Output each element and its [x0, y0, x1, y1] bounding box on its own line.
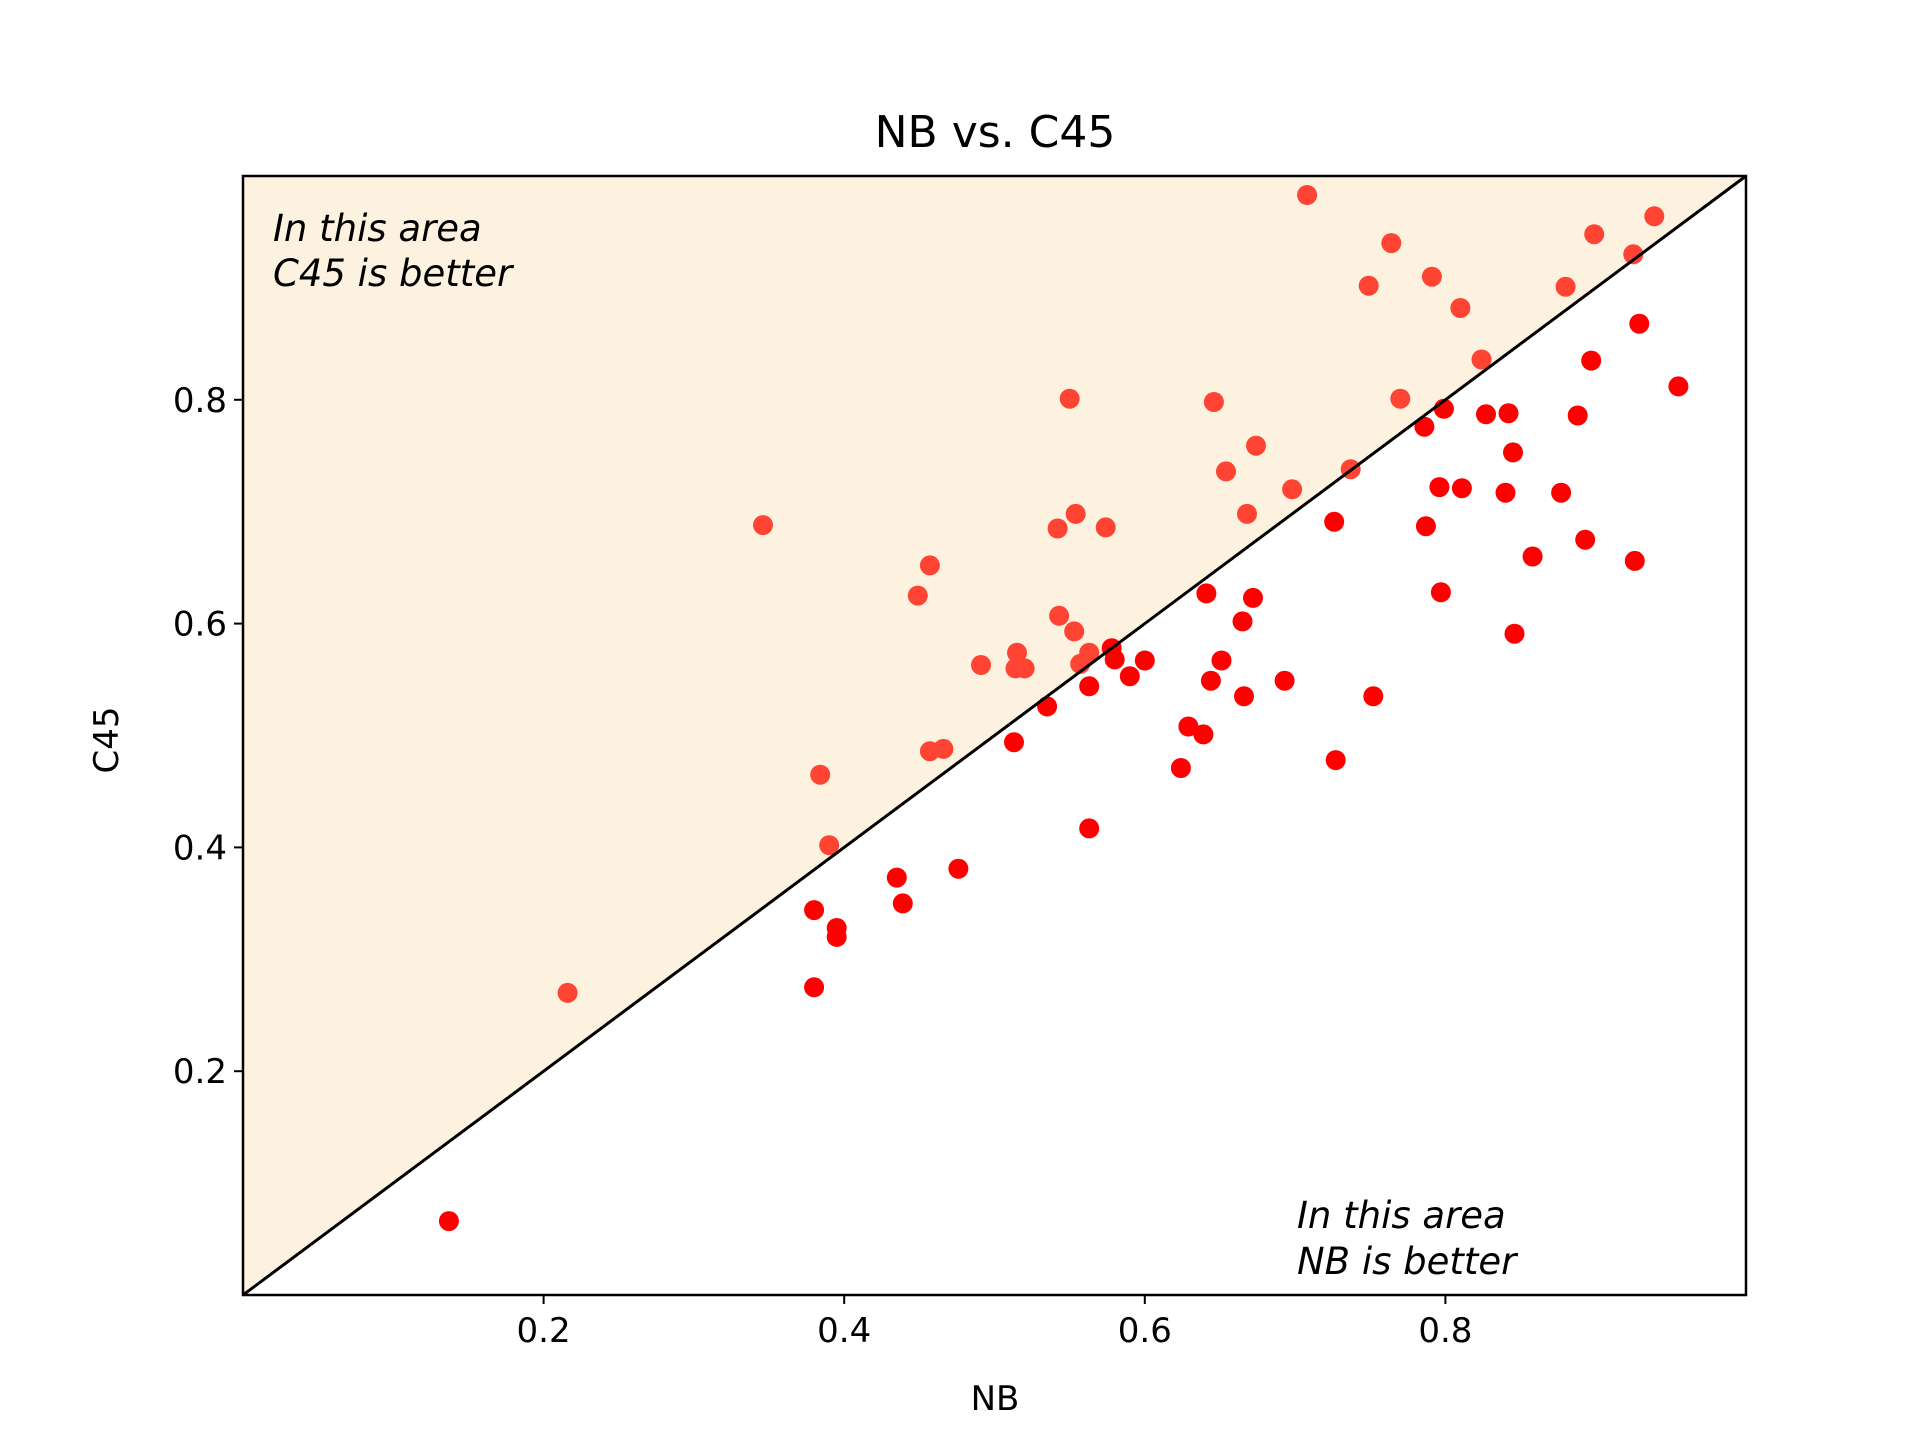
- data-point: [557, 982, 578, 1003]
- data-point: [804, 977, 825, 998]
- data-point: [1503, 442, 1523, 463]
- data-point: [1575, 529, 1596, 550]
- data-point: [1358, 275, 1379, 296]
- data-point: [1623, 244, 1644, 265]
- data-point: [1037, 696, 1058, 717]
- data-point: [1414, 416, 1435, 437]
- x-tick-label: 0.8: [1418, 1311, 1472, 1351]
- data-point: [1644, 206, 1665, 227]
- data-point: [1004, 732, 1024, 753]
- data-point: [1297, 185, 1318, 205]
- data-point: [438, 1211, 459, 1232]
- data-point: [1007, 642, 1027, 663]
- data-point: [753, 515, 773, 536]
- y-tick-label: 0.6: [173, 605, 227, 645]
- data-point: [1381, 233, 1402, 254]
- data-point: [1450, 298, 1471, 318]
- plot-frame: [241, 174, 1748, 1297]
- data-point: [1624, 550, 1645, 571]
- data-point: [1079, 642, 1100, 663]
- data-point: [819, 835, 840, 856]
- data-point: [1104, 649, 1125, 670]
- data-point: [1421, 266, 1442, 287]
- data-point: [1504, 623, 1525, 644]
- data-point: [1282, 479, 1303, 500]
- data-point: [933, 738, 954, 759]
- data-point: [1584, 224, 1605, 245]
- data-point: [1430, 582, 1451, 603]
- data-point: [1059, 388, 1080, 409]
- data-point: [1476, 404, 1496, 425]
- data-point: [1203, 392, 1224, 412]
- data-point: [1014, 658, 1035, 679]
- upper-annotation-line-1: In this area: [273, 207, 482, 250]
- data-point: [1049, 605, 1070, 626]
- x-tick-label: 0.2: [517, 1311, 571, 1351]
- data-point: [1555, 276, 1576, 297]
- data-point: [971, 655, 991, 675]
- data-point: [892, 893, 913, 914]
- data-point: [1047, 518, 1068, 539]
- data-point: [1211, 650, 1232, 671]
- data-point: [1522, 546, 1543, 567]
- data-point: [1095, 517, 1116, 538]
- data-point: [1196, 583, 1217, 604]
- data-point: [1134, 650, 1155, 671]
- data-point: [1581, 350, 1602, 371]
- data-point: [1324, 511, 1345, 532]
- y-axis-label: C45: [87, 706, 127, 773]
- chart-title: NB vs. C45: [875, 107, 1116, 158]
- y-tick-label: 0.2: [173, 1052, 227, 1092]
- x-axis-label: NB: [971, 1379, 1020, 1419]
- data-point: [1495, 482, 1516, 503]
- upper-annotation-line-2: C45 is better: [273, 252, 515, 295]
- data-point: [1629, 313, 1650, 334]
- lower-annotation-line-1: In this area: [1297, 1194, 1506, 1237]
- data-point: [1363, 686, 1384, 707]
- data-point: [1471, 349, 1492, 370]
- data-point: [1216, 461, 1236, 482]
- data-point: [826, 926, 847, 947]
- data-point: [1065, 503, 1086, 524]
- data-point: [1274, 670, 1295, 691]
- data-point: [804, 900, 825, 921]
- data-point: [1498, 403, 1519, 424]
- data-point: [1451, 478, 1472, 499]
- data-point: [1170, 758, 1191, 778]
- data-point: [1429, 477, 1450, 498]
- data-points: [438, 185, 1689, 1232]
- data-point: [1193, 724, 1214, 745]
- data-point: [1246, 435, 1266, 456]
- y-tick-label: 0.8: [173, 381, 227, 421]
- x-axis: 0.2 0.4 0.6 0.8: [517, 1295, 1472, 1351]
- data-point: [1390, 388, 1411, 409]
- data-point: [1415, 516, 1436, 537]
- data-point: [1237, 503, 1257, 524]
- data-point: [886, 867, 907, 888]
- data-point: [1243, 587, 1263, 608]
- data-point: [907, 585, 928, 606]
- data-point: [1119, 666, 1140, 687]
- data-point: [1234, 686, 1254, 707]
- lower-annotation-line-2: NB is better: [1297, 1240, 1519, 1283]
- y-tick-label: 0.4: [173, 828, 227, 868]
- x-tick-label: 0.4: [817, 1311, 871, 1351]
- data-point: [1567, 405, 1588, 426]
- data-point: [1178, 716, 1199, 737]
- data-point: [948, 858, 969, 879]
- data-point: [1232, 611, 1253, 632]
- data-point: [1079, 818, 1100, 839]
- data-point: [810, 764, 831, 785]
- data-point: [1200, 670, 1221, 691]
- data-point: [1668, 376, 1689, 397]
- x-tick-label: 0.6: [1118, 1311, 1172, 1351]
- diagonal-line: [242, 174, 1747, 1297]
- data-point: [1079, 676, 1100, 697]
- data-point: [1551, 482, 1572, 503]
- data-point: [1325, 750, 1346, 771]
- data-point: [1064, 621, 1085, 642]
- data-point: [919, 555, 940, 576]
- y-axis: 0.2 0.4 0.6 0.8: [173, 381, 243, 1092]
